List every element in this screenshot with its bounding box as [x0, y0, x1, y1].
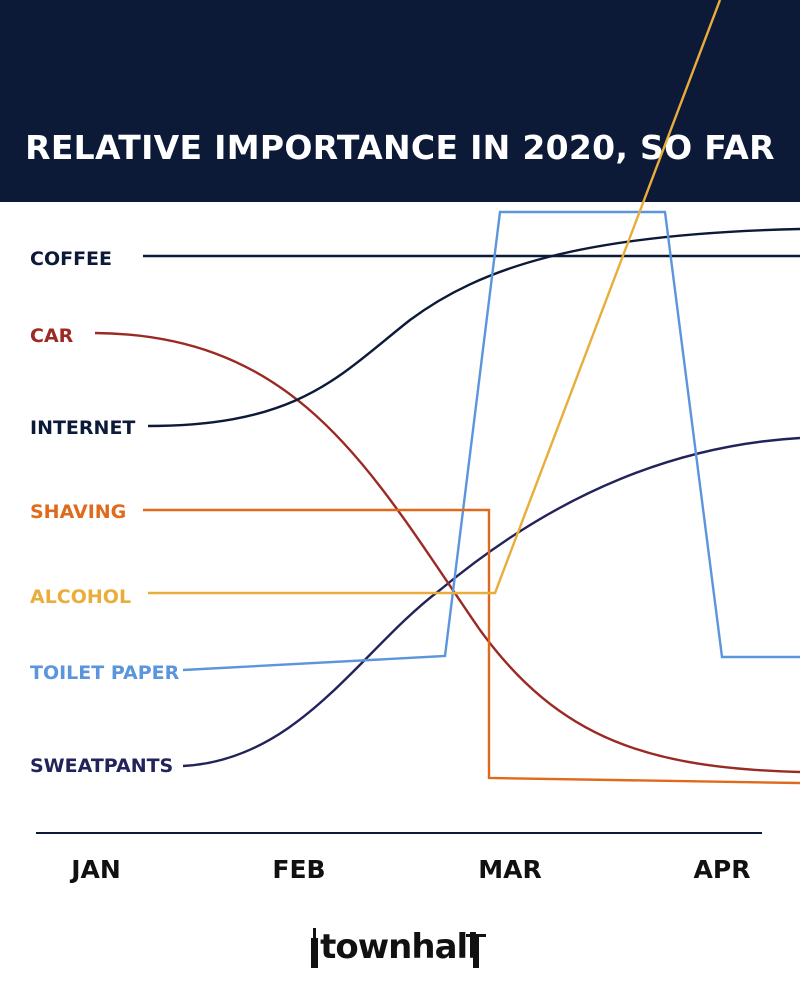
series-label-shaving: SHAVING	[30, 501, 126, 523]
x-tick-label-jan: JAN	[69, 855, 121, 884]
x-tick-label-mar: MAR	[478, 855, 541, 884]
series-line-car	[94, 331, 800, 774]
x-tick-label-apr: APR	[694, 855, 751, 884]
series-label-coffee: COFFEE	[30, 248, 112, 270]
series-label-car: CAR	[30, 325, 74, 347]
series-line-alcohol	[148, 0, 722, 595]
series-label-toilet-paper: TOILET PAPER	[30, 662, 180, 684]
series-line-toilet-paper	[182, 210, 800, 672]
series-label-sweatpants: SWEATPANTS	[30, 755, 173, 777]
series-line-shaving	[143, 508, 800, 785]
logo-skyline-mark	[311, 928, 486, 968]
title-banner	[0, 0, 800, 202]
series-line-sweatpants	[182, 436, 800, 768]
townhall-logo: townhall	[320, 927, 479, 967]
x-tick-label-feb: FEB	[272, 855, 325, 884]
series-label-alcohol: ALCOHOL	[30, 586, 131, 608]
series-label-internet: INTERNET	[30, 417, 135, 439]
chart-title: RELATIVE IMPORTANCE IN 2020, SO FAR	[25, 128, 775, 167]
series-line-internet	[147, 227, 800, 428]
